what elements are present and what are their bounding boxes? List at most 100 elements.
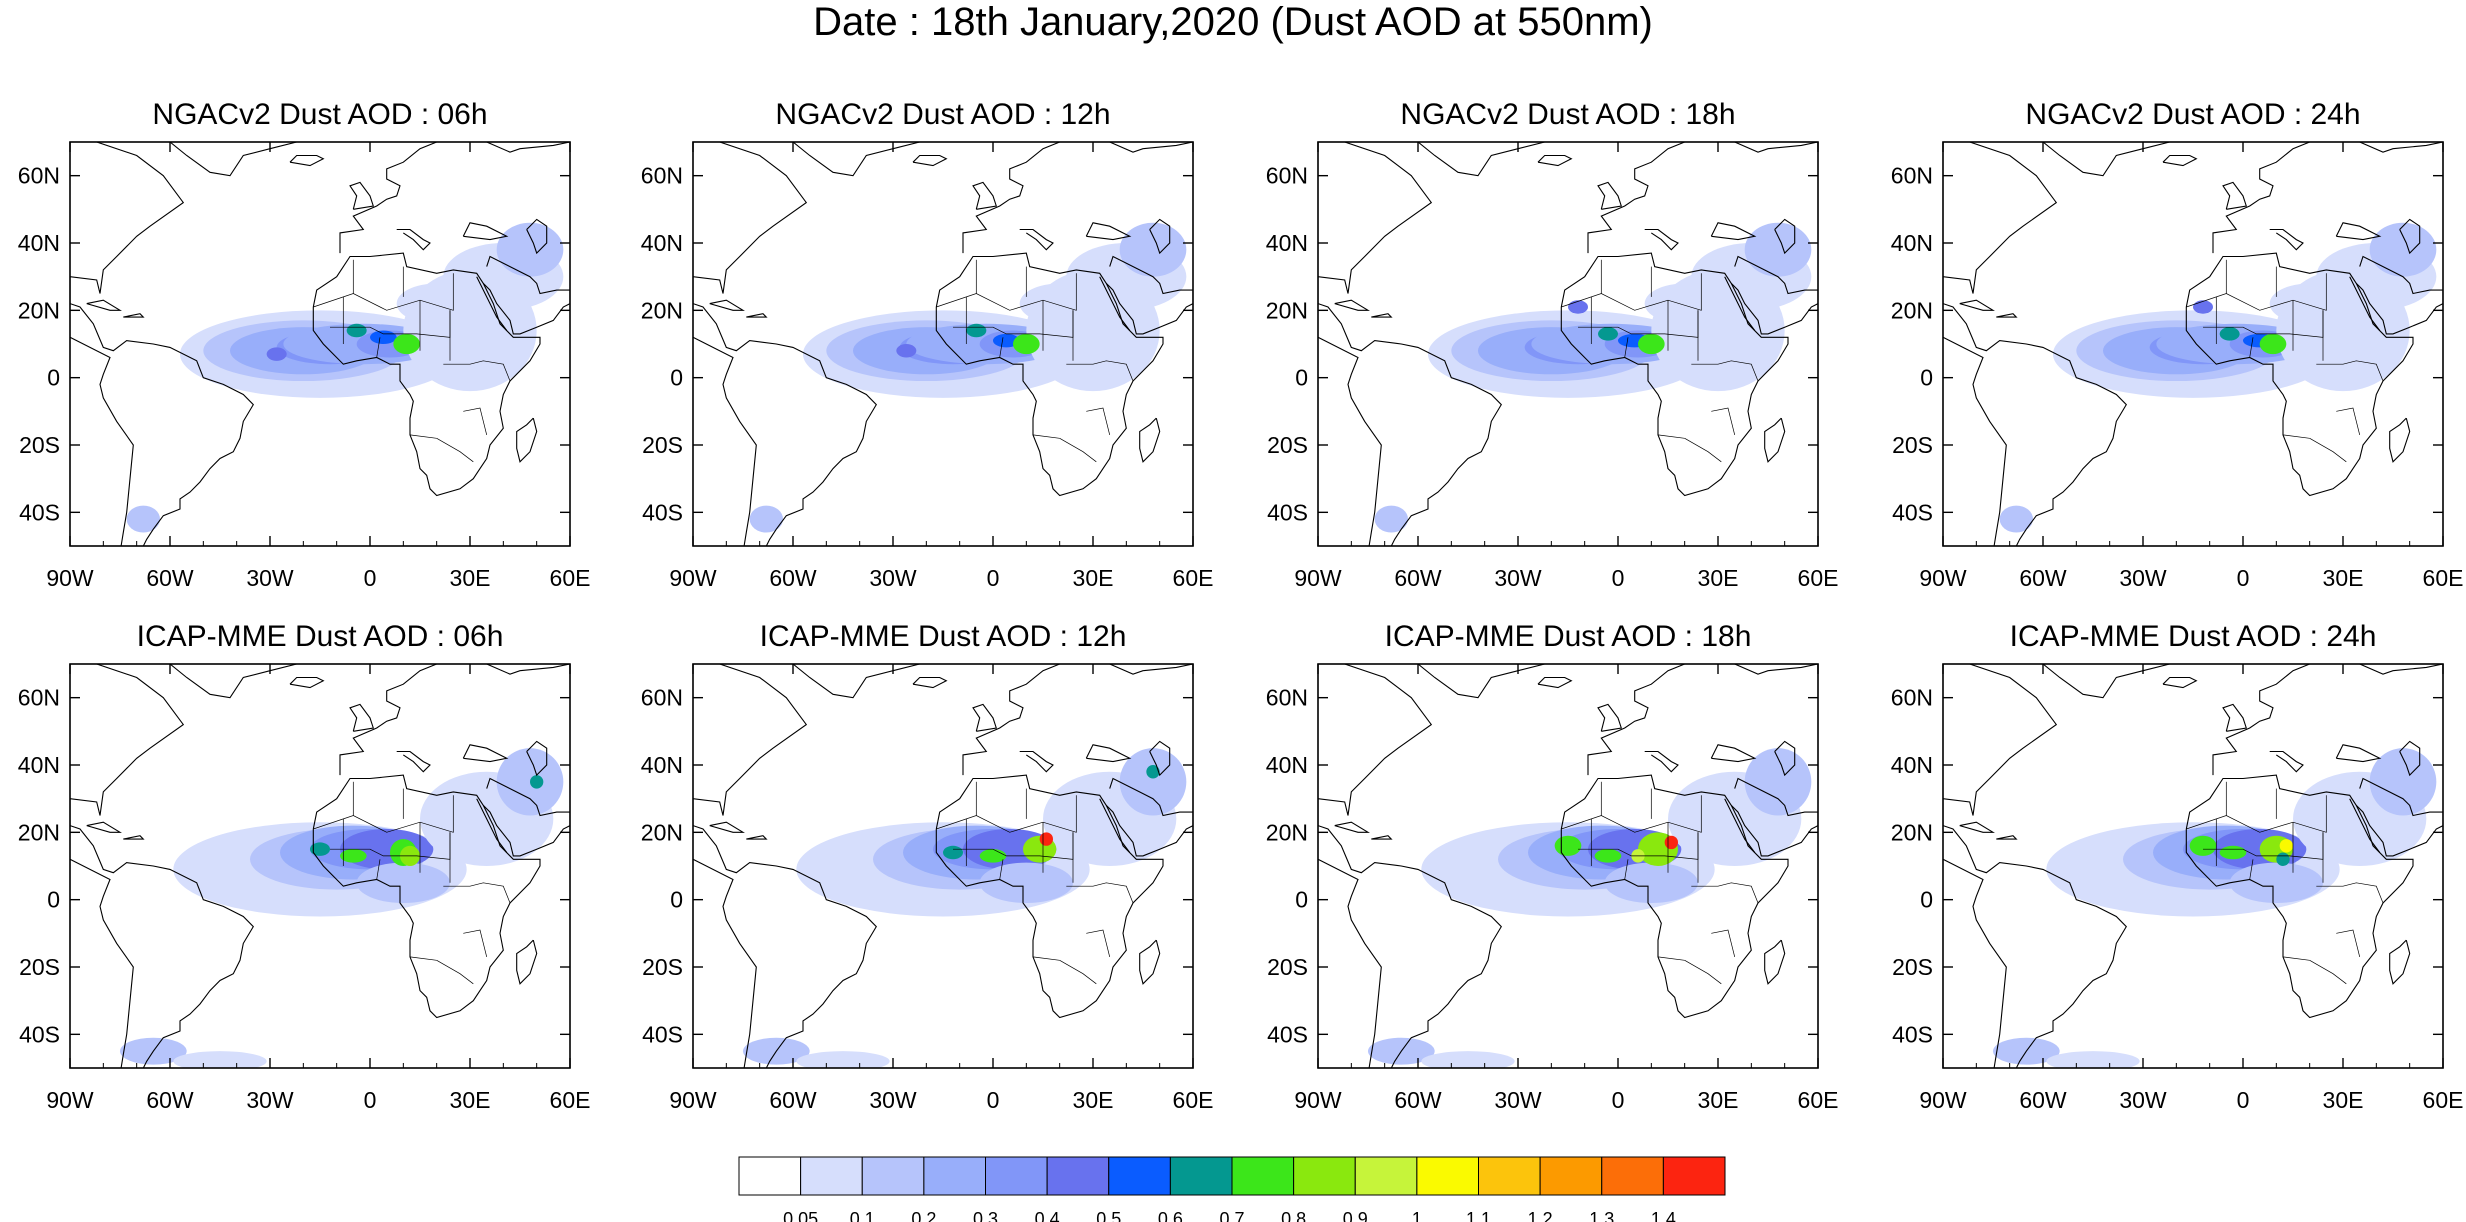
y-tick-label: 40N [641,752,683,778]
coastline-redsea_w [1099,276,1131,331]
x-tick-label: 0 [364,565,377,591]
x-tick-label: 30W [246,1087,294,1113]
y-tick-label: 20N [1266,819,1308,845]
x-tick-label: 60W [1394,565,1442,591]
coastline-redsea_w [476,276,508,331]
coastline-cuba [86,299,122,311]
dust-aod-region [979,862,1073,904]
country-border [313,795,454,833]
country-border [376,859,381,880]
y-tick-label: 0 [1920,887,1933,913]
coastline-blacksea [2335,744,2382,763]
y-tick-label: 0 [47,365,60,391]
dust-aod-region [1598,327,1618,341]
coastline-redsea_w [1724,798,1756,853]
country-border [1711,407,1736,435]
coastline-madagascar [1764,417,1786,463]
y-tick-label: 20S [1267,432,1308,458]
x-tick-label: 0 [987,1087,1000,1113]
country-border [1657,956,1685,961]
map-panel-6: ICAP-MME Dust AOD : 12h 90W 60W 30W 0 30E 60E 6… [641,620,1214,1113]
x-tick-label: 0 [987,565,1000,591]
x-tick-label: 90W [1919,1087,1967,1113]
y-tick-label: 20S [642,954,683,980]
coastline-europe [2212,142,2443,254]
dust-aod-region [749,505,783,533]
panel-title: NGACv2 Dust AOD : 18h [1400,98,1735,131]
country-border [1066,882,1134,904]
country-border [2336,929,2361,957]
country-border [1032,434,1060,439]
colorbar-label: 1.2 [1528,1209,1553,1222]
coastline-uk [972,703,998,732]
coastline-hispaniola [746,835,768,840]
coastline-arabia [2355,255,2443,335]
map-frame [69,663,571,1069]
country-border [463,929,488,957]
coastline-iceland [289,154,325,167]
coastline-madagascar [1764,939,1786,985]
coastline-americas [70,142,254,546]
coastline-africa [935,252,1164,497]
x-tick-label: 60W [146,1087,194,1113]
coastline-americas [693,664,877,1068]
x-tick-label: 60W [769,1087,817,1113]
country-border [409,956,437,961]
coastline-hispaniola [1996,835,2018,840]
coastline-cuba [709,299,745,311]
coastline-cuba [1959,821,1995,833]
colorbar-label: 0.7 [1219,1209,1244,1222]
dust-aod-region [1019,283,1100,324]
dust-aod-region [2259,333,2287,355]
dust-aod-region [393,333,420,355]
y-tick-label: 20N [1266,297,1308,323]
country-border [2186,273,2327,311]
dust-aod-region [1374,505,1409,533]
colorbar-label: 0.2 [911,1209,936,1222]
coastline-africa [1560,252,1789,497]
country-border [1624,337,1629,358]
x-tick-label: 30E [1073,1087,1114,1113]
coastline-redsea_w [476,798,508,853]
x-tick-label: 60W [2019,1087,2067,1113]
colorbar-label: 1 [1412,1209,1422,1222]
coastline-iceland [1537,154,1573,167]
colorbar-swatch [985,1156,1048,1196]
dust-aod-region [126,505,160,533]
coastline-americas [1318,664,1502,1068]
x-tick-label: 0 [1612,1087,1625,1113]
dust-aod-region [2229,862,2323,904]
colorbar-swatch [1231,1156,1295,1196]
dust-aod-region [1146,765,1160,779]
country-border [376,337,381,358]
coastline-cuba [1334,821,1370,833]
coastline-madagascar [516,417,538,463]
country-border [1086,929,1111,957]
colorbar-label: 0.8 [1281,1209,1306,1222]
coastline-cuba [1334,299,1370,311]
y-tick-label: 40S [19,1021,60,1047]
colorbar-swatch [1354,1156,1418,1196]
coastline-hispaniola [1371,835,1393,840]
coastline-iceland [289,676,325,689]
country-border [1561,273,1702,311]
dust-aod-region [340,849,367,863]
map-frame [692,141,1194,547]
x-tick-label: 30E [450,565,491,591]
y-tick-label: 40S [1892,499,1933,525]
coastline-hispaniola [123,835,145,840]
colorbar-label: 0.3 [973,1209,998,1222]
coastline-europe [1587,142,1818,254]
coastline-uk [2222,703,2248,732]
country-border [463,407,488,435]
x-tick-label: 60E [1798,565,1839,591]
coastline-iceland [1537,676,1573,689]
country-border [1086,407,1111,435]
country-border [1561,795,1702,833]
coastline-europe [962,142,1193,254]
map-frame [692,663,1194,1069]
coastline-blacksea [462,744,509,763]
coastline-italy [1644,750,1679,773]
coastline-americas [1943,664,2127,1068]
y-tick-label: 40N [1891,230,1933,256]
